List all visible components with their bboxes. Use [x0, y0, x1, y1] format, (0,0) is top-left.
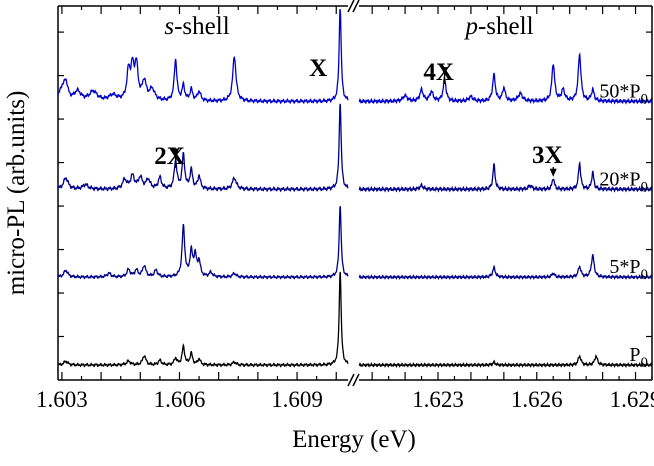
annotations: X 2X 4X 3X	[154, 55, 563, 177]
peak-annotation: 4X	[423, 59, 454, 86]
peak-annotation: 2X	[154, 143, 185, 170]
spectrum-line	[358, 51, 653, 105]
series-label: 5*P0	[609, 256, 648, 283]
axis-break-mark	[347, 0, 355, 13]
x-tick-label: 1.606	[154, 387, 206, 412]
x-tick-label: 1.603	[36, 387, 88, 412]
spectrum-line	[358, 160, 653, 193]
axis-break-mark	[352, 373, 360, 387]
peak-annotation: X	[309, 55, 327, 82]
x-tick-label: 1.626	[511, 387, 563, 412]
peak-annotation: 3X	[532, 142, 563, 169]
axis-break-mark	[352, 0, 360, 13]
spectrum-line	[57, 9, 349, 105]
series-label: 20*P0	[599, 168, 648, 195]
annotation-arrowhead	[172, 148, 180, 157]
spectrum-line	[57, 271, 349, 368]
x-axis-label: Energy (eV)	[292, 426, 416, 453]
x-tick-label: 1.629	[610, 387, 654, 412]
spectrum-line	[358, 254, 653, 281]
series-label: 50*P0	[599, 80, 648, 107]
annotation-arrowhead	[441, 67, 449, 76]
axis-break-mark	[347, 373, 355, 387]
spectrum-line	[57, 103, 349, 193]
panel-title: s-shell	[164, 13, 229, 40]
series-label: P0	[629, 344, 648, 371]
spectrum-line	[57, 206, 349, 280]
spectrum-line	[358, 354, 653, 368]
x-tick-label: 1.623	[412, 387, 464, 412]
annotation-arrowhead	[549, 168, 557, 177]
panel-title: p-shell	[463, 13, 533, 40]
spectra-series: P0 5*P0 20*P0 50*P0	[57, 9, 653, 371]
axes-frame: 1.603 1.606 1.609 s-shell 1.623 1.626 1.629 p-s…	[36, 0, 654, 412]
y-axis-label: micro-PL (arb.units)	[3, 91, 30, 296]
x-tick-label: 1.609	[271, 387, 323, 412]
